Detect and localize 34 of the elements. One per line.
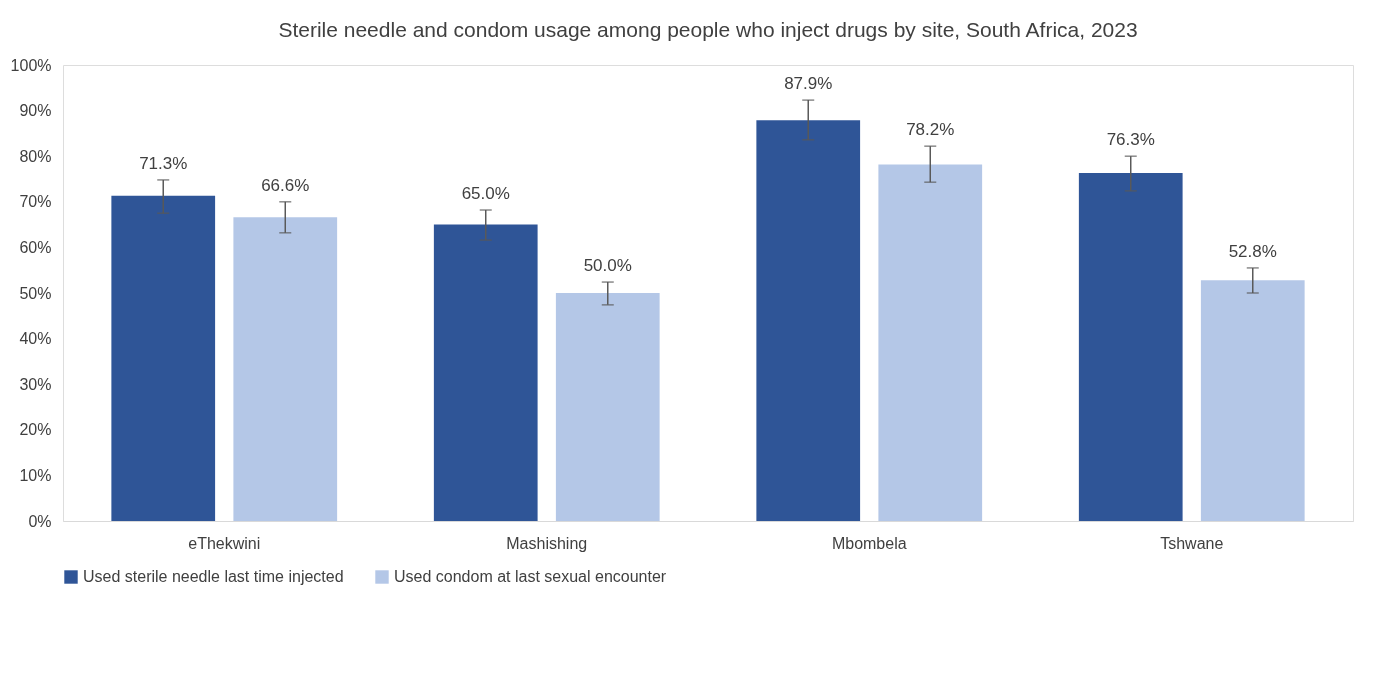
data-label: 52.8% (1228, 241, 1277, 261)
y-tick-label: 50% (19, 284, 52, 302)
data-label: 66.6% (261, 175, 310, 195)
chart-title: Sterile needle and condom usage among people who inject drugs by site, South Africa, 2023 (278, 18, 1138, 41)
x-tick-label: Mashishing (506, 534, 588, 552)
x-tick-label: Mbombela (831, 534, 907, 552)
bar (1078, 173, 1183, 521)
x-tick-label: eThekwini (188, 534, 261, 552)
y-tick-label: 30% (19, 375, 52, 393)
y-tick-label: 0% (28, 512, 52, 530)
bar (433, 224, 538, 521)
bar (555, 293, 660, 521)
y-tick-label: 70% (19, 193, 52, 211)
bar (233, 217, 338, 521)
bar (756, 120, 861, 521)
bar (1200, 280, 1305, 521)
bar (111, 195, 216, 521)
data-label: 87.9% (784, 74, 833, 94)
y-tick-label: 80% (19, 147, 52, 165)
data-label: 50.0% (583, 256, 632, 276)
data-label: 76.3% (1106, 130, 1155, 150)
y-tick-label: 20% (19, 421, 52, 439)
y-tick-label: 60% (19, 238, 52, 256)
legend-label: Used condom at last sexual encounter (394, 568, 667, 585)
y-tick-label: 90% (19, 102, 52, 120)
y-tick-label: 40% (19, 330, 52, 348)
data-label: 78.2% (906, 120, 955, 140)
legend-label: Used sterile needle last time injected (83, 568, 344, 585)
bar (878, 164, 983, 521)
y-tick-label: 100% (10, 56, 52, 74)
data-label: 71.3% (139, 153, 188, 173)
y-tick-label: 10% (19, 466, 52, 484)
data-label: 65.0% (461, 184, 510, 204)
x-tick-label: Tshwane (1160, 534, 1224, 552)
